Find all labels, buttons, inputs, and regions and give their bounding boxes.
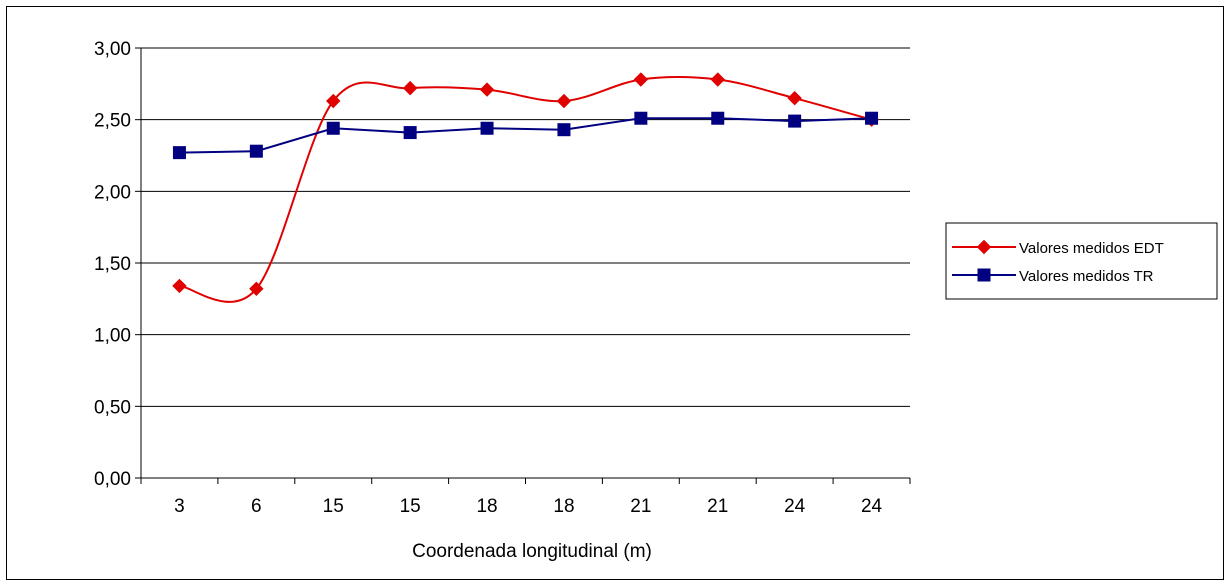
y-tick-label: 1,50 <box>94 254 131 275</box>
data-point-edt <box>710 72 725 87</box>
y-tick-label: 3,00 <box>94 39 131 60</box>
legend-box <box>945 222 1218 300</box>
data-point-tr <box>788 114 802 128</box>
data-point-tr <box>249 144 263 158</box>
x-tick-label: 3 <box>174 496 185 517</box>
data-point-edt <box>249 281 264 297</box>
y-tick-label: 1,00 <box>94 326 131 347</box>
x-tick-labels: 3 6 15 15 18 18 21 21 24 24 <box>174 496 882 517</box>
data-point-tr <box>865 111 879 125</box>
legend-label-edt: Valores medidos EDT <box>1019 240 1164 257</box>
data-point-edt <box>556 93 572 109</box>
legend-marker-edt <box>976 239 992 255</box>
data-point-tr <box>711 111 725 125</box>
x-tick-label: 6 <box>251 496 262 517</box>
gridlines <box>141 47 910 407</box>
legend: Valores medidos EDT Valores medidos TR <box>945 222 1218 300</box>
y-tick-labels: 0,00 0,50 1,00 1,50 2,00 2,50 3,00 <box>94 39 131 490</box>
y-tick-label: 0,00 <box>94 469 131 490</box>
y-tick-label: 2,00 <box>94 182 131 203</box>
data-point-tr <box>403 126 417 140</box>
x-tick-label: 15 <box>400 496 421 517</box>
data-point-edt <box>172 278 187 294</box>
x-tick-label: 18 <box>476 496 497 517</box>
data-point-edt <box>479 82 495 97</box>
legend-marker-tr <box>977 268 991 282</box>
x-tick-label: 15 <box>323 496 344 517</box>
series-line-tr <box>179 117 872 154</box>
data-point-tr <box>557 123 571 137</box>
data-point-edt <box>326 93 341 109</box>
axes <box>135 47 911 484</box>
x-tick-label: 24 <box>861 496 883 517</box>
legend-items: Valores medidos EDT Valores medidos TR <box>952 239 1164 285</box>
x-tick-label: 18 <box>553 496 574 517</box>
series-markers <box>172 72 879 297</box>
data-point-tr <box>634 111 648 125</box>
data-point-edt <box>787 90 802 106</box>
legend-label-tr: Valores medidos TR <box>1019 268 1154 285</box>
x-axis-title: Coordenada longitudinal (m) <box>412 541 652 562</box>
data-point-tr <box>326 121 340 135</box>
data-point-edt <box>402 80 418 96</box>
x-tick-label: 21 <box>630 496 651 517</box>
data-point-edt <box>633 72 649 87</box>
data-point-tr <box>480 121 494 135</box>
y-tick-label: 2,50 <box>94 111 131 132</box>
data-point-tr <box>172 146 186 160</box>
x-tick-label: 21 <box>707 496 728 517</box>
x-tick-label: 24 <box>784 496 806 517</box>
y-tick-label: 0,50 <box>94 397 131 418</box>
